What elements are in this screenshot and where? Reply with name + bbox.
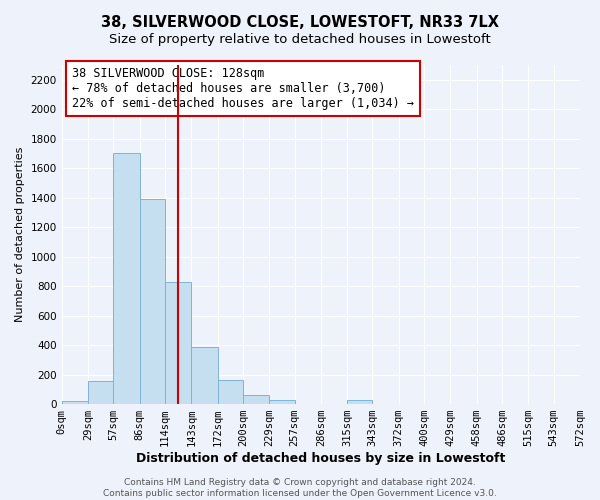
Bar [347, 400, 373, 404]
Bar [165, 282, 191, 404]
Text: Size of property relative to detached houses in Lowestoft: Size of property relative to detached ho… [109, 32, 491, 46]
Bar [113, 154, 140, 404]
Bar [243, 394, 269, 404]
Bar [269, 400, 295, 404]
Bar [88, 381, 113, 404]
Bar [191, 346, 218, 404]
Y-axis label: Number of detached properties: Number of detached properties [15, 147, 25, 322]
Bar [140, 199, 165, 404]
Text: Contains HM Land Registry data © Crown copyright and database right 2024.
Contai: Contains HM Land Registry data © Crown c… [103, 478, 497, 498]
Text: 38 SILVERWOOD CLOSE: 128sqm
← 78% of detached houses are smaller (3,700)
22% of : 38 SILVERWOOD CLOSE: 128sqm ← 78% of det… [72, 66, 414, 110]
X-axis label: Distribution of detached houses by size in Lowestoft: Distribution of detached houses by size … [136, 452, 506, 465]
Bar [218, 380, 243, 404]
Text: 38, SILVERWOOD CLOSE, LOWESTOFT, NR33 7LX: 38, SILVERWOOD CLOSE, LOWESTOFT, NR33 7L… [101, 15, 499, 30]
Bar [62, 401, 88, 404]
